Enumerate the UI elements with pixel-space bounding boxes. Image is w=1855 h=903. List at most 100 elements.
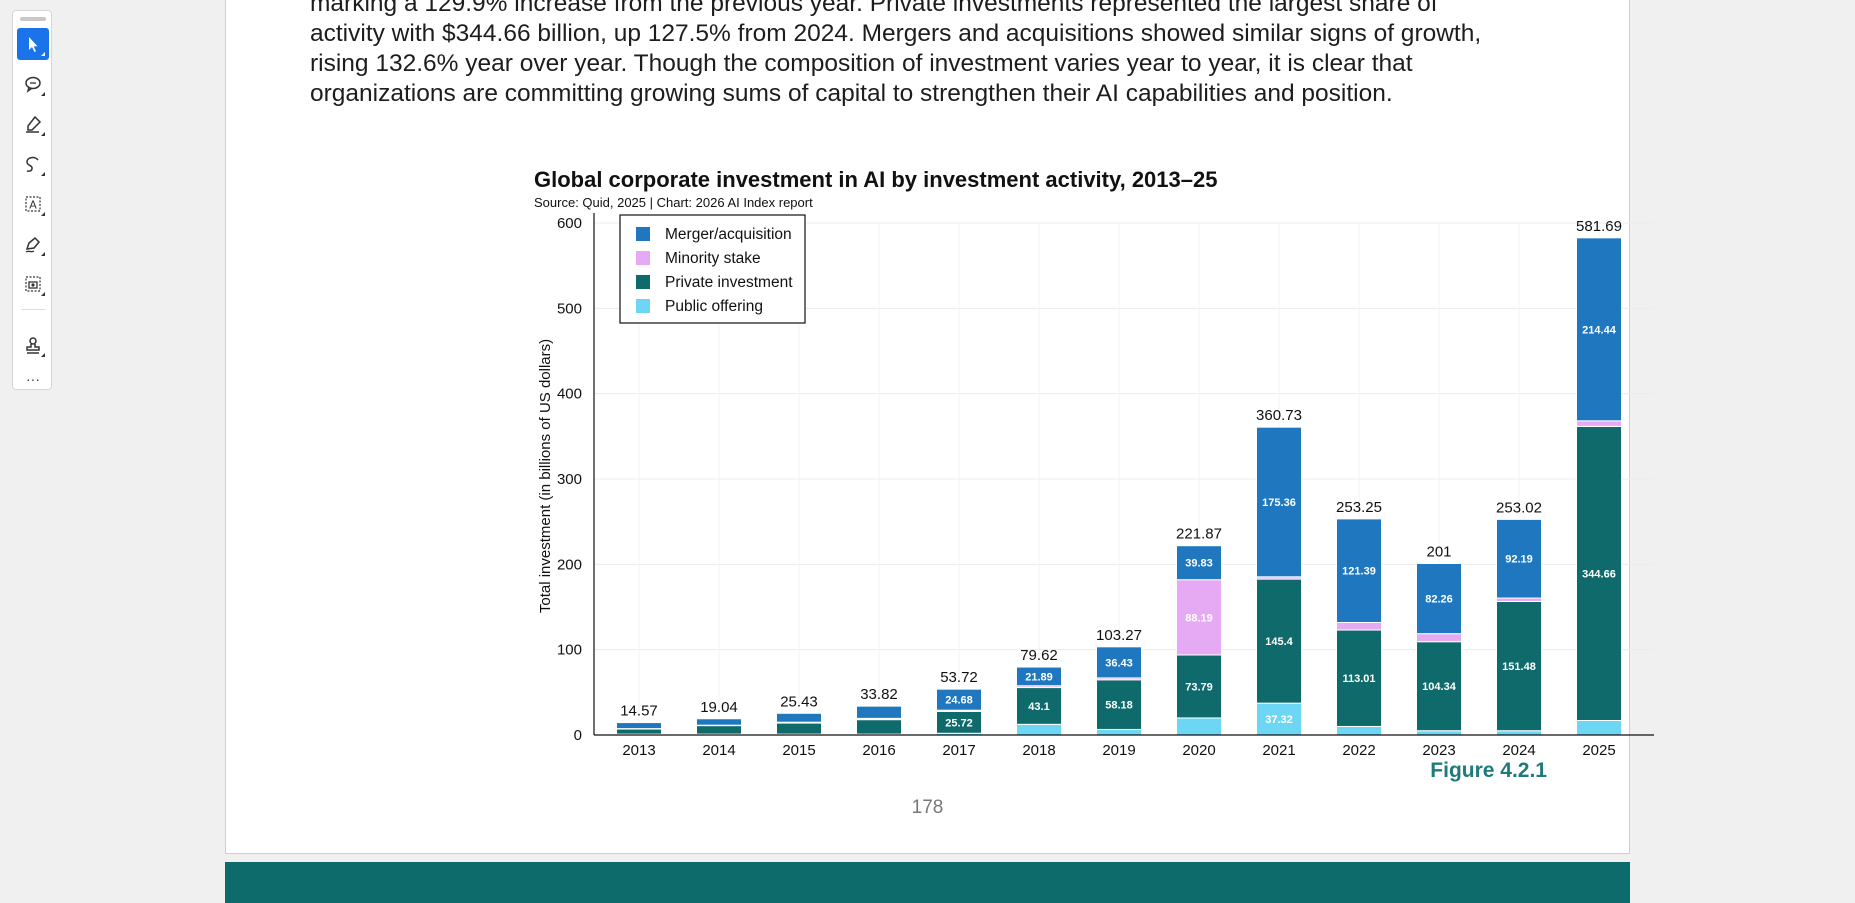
bar-segment-merger [1016,666,1062,687]
y-axis-label: Total investment (in billions of US doll… [537,339,554,613]
toolbar-grip[interactable] [20,17,46,21]
paragraph-line: marking a 129.9% increase from the previ… [310,0,1438,17]
data-label: 21.89 [1025,671,1053,683]
legend-label: Public offering [665,298,763,315]
freehand-icon[interactable] [17,148,49,180]
data-label: 43.1 [1028,701,1049,713]
paragraph-line: activity with $344.66 billion, up 127.5%… [310,20,1482,47]
data-label: 88.19 [1185,612,1213,624]
bar-segment-public [1576,719,1622,736]
bar-segment-private [1096,679,1142,730]
total-label: 19.04 [700,699,738,716]
next-page-header-band [225,862,1630,903]
bar-segment-merger [936,688,982,711]
data-label: 36.43 [1105,657,1133,669]
bar-segment-private [1336,629,1382,727]
x-tick-label: 2024 [1502,742,1535,759]
bar-segment-minority [1576,420,1622,427]
total-label: 581.69 [1576,218,1622,235]
legend-label: Minority stake [665,250,761,267]
bar-segment-merger [1576,237,1622,422]
bar-segment-public [1096,728,1142,736]
legend-box [619,214,806,324]
svg-text:A: A [29,199,37,212]
bar-segment-private [1256,578,1302,704]
y-tick-label: 300 [557,471,582,488]
bar-segment-merger [856,705,902,719]
data-label: 104.34 [1422,681,1457,693]
total-label: 14.57 [620,703,658,720]
total-label: 253.02 [1496,499,1542,516]
text-box-icon[interactable]: A [17,188,49,220]
legend-swatch-public [636,299,650,313]
x-tick-label: 2016 [862,742,895,759]
paragraph-line: organizations are committing growing sum… [310,80,1393,107]
bar-segment-private [1016,687,1062,725]
data-label: 25.72 [945,717,973,729]
x-tick-label: 2025 [1582,742,1615,759]
x-tick-label: 2018 [1022,742,1055,759]
y-tick-label: 100 [557,642,582,659]
data-label: 151.48 [1502,661,1536,673]
bar-segment-private [856,719,902,735]
x-tick-label: 2013 [622,742,655,759]
total-label: 33.82 [860,686,898,703]
legend-label: Private investment [665,274,793,291]
total-label: 360.73 [1256,407,1302,424]
total-label: 53.72 [940,669,978,686]
total-label: 103.27 [1096,627,1142,644]
chart-title: Global corporate investment in AI by inv… [534,167,1217,192]
pen-sign-icon[interactable] [17,228,49,260]
bar-segment-public [1176,717,1222,736]
data-label: 92.19 [1505,554,1533,566]
figure-label: Figure 4.2.1 [1430,759,1547,782]
x-tick-label: 2020 [1182,742,1215,759]
bar-segment-public [1336,725,1382,736]
cursor-icon[interactable] [17,28,49,60]
data-label: 82.26 [1425,594,1453,606]
bar-segment-merger [616,722,662,730]
annotation-toolbar: A ··· [12,10,52,390]
y-tick-label: 400 [557,386,582,403]
bar-segment-merger [1256,426,1302,578]
chart-subtitle: Source: Quid, 2025 | Chart: 2026 AI Inde… [534,195,813,210]
data-label: 24.68 [945,695,973,707]
bar-segment-public [1496,730,1542,736]
bar-segment-merger [1176,545,1222,581]
bar-segment-private [1416,641,1462,732]
more-tools-button[interactable]: ··· [26,371,40,387]
paragraph-line: rising 132.6% year over year. Though the… [310,50,1413,77]
bar-segment-merger [696,718,742,726]
legend-label: Merger/acquisition [665,226,792,243]
camera-icon[interactable] [17,268,49,300]
x-tick-label: 2023 [1422,742,1455,759]
data-label: 113.01 [1342,673,1375,685]
bar-segment-minority [1496,597,1542,602]
highlighter-icon[interactable] [17,108,49,140]
data-label: 37.32 [1265,714,1293,726]
bar-segment-merger [1096,646,1142,679]
x-tick-label: 2021 [1262,742,1295,759]
speech-bubble-icon[interactable] [17,68,49,100]
x-tick-label: 2022 [1342,742,1375,759]
body-paragraph: marking a 129.9% increase from the previ… [310,0,1570,109]
bar-segment-merger [1496,518,1542,599]
investment-chart: Global corporate investment in AI by inv… [534,167,1654,759]
bar-segment-private [696,725,742,735]
data-label: 58.18 [1105,700,1133,712]
x-tick-label: 2015 [782,742,815,759]
x-tick-label: 2017 [942,742,975,759]
bar-segment-public [1416,730,1462,736]
bar-segment-private [776,722,822,735]
data-label: 214.44 [1582,324,1617,336]
bar-segment-merger [1416,562,1462,635]
legend-swatch-minority [636,251,650,265]
bar-segment-minority [1416,633,1462,643]
bar-segment-merger [776,712,822,723]
y-tick-label: 0 [574,727,582,744]
page-number: 178 [911,797,944,818]
data-label: 121.39 [1342,566,1376,578]
bar-segment-private [616,728,662,735]
stamp-icon[interactable] [17,329,49,361]
bar-segment-merger [1336,518,1382,623]
